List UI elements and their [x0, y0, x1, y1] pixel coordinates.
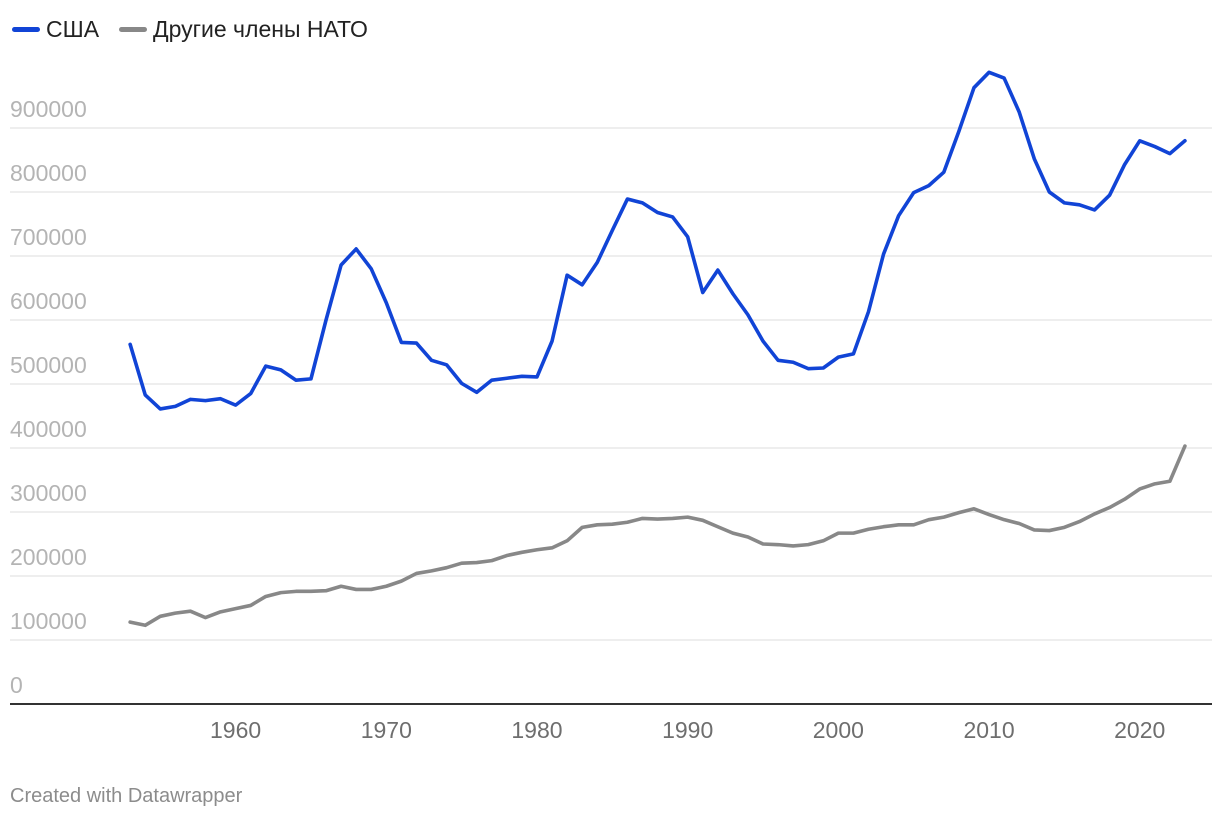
legend: США Другие члены НАТО [12, 14, 388, 44]
y-tick-label-200000: 200000 [10, 544, 87, 570]
legend-item-usa: США [12, 16, 99, 43]
legend-label-usa: США [46, 15, 100, 42]
footer-credit: Created with Datawrapper [10, 785, 243, 807]
x-tick-label-2000: 2000 [813, 717, 864, 743]
line-chart: 0 100000 200000 300000 400000 500000 600000 700… [10, 70, 1212, 743]
y-tick-label-0: 0 [10, 672, 23, 698]
x-tick-label-1960: 1960 [210, 717, 261, 743]
y-tick-label-100000: 100000 [10, 608, 87, 634]
legend-swatch-usa [12, 26, 40, 32]
y-tick-label-400000: 400000 [10, 416, 87, 442]
legend-swatch-other-nato [119, 26, 148, 32]
x-tick-label-1990: 1990 [662, 717, 713, 743]
x-tick-label-2020: 2020 [1114, 717, 1165, 743]
y-tick-label-900000: 900000 [10, 96, 87, 122]
legend-label-other-nato: Другие члены НАТО [153, 15, 368, 42]
series-line-usa [128, 70, 1187, 411]
y-tick-label-300000: 300000 [10, 480, 87, 506]
y-tick-label-700000: 700000 [10, 224, 87, 250]
series-line-other-nato [128, 444, 1187, 628]
x-tick-label-1970: 1970 [361, 717, 412, 743]
y-tick-label-600000: 600000 [10, 288, 87, 314]
x-tick-label-1980: 1980 [511, 717, 562, 743]
x-tick-label-2010: 2010 [963, 717, 1014, 743]
y-tick-label-500000: 500000 [10, 352, 87, 378]
legend-item-other-nato: Другие члены НАТО [119, 16, 368, 43]
y-tick-label-800000: 800000 [10, 160, 87, 186]
